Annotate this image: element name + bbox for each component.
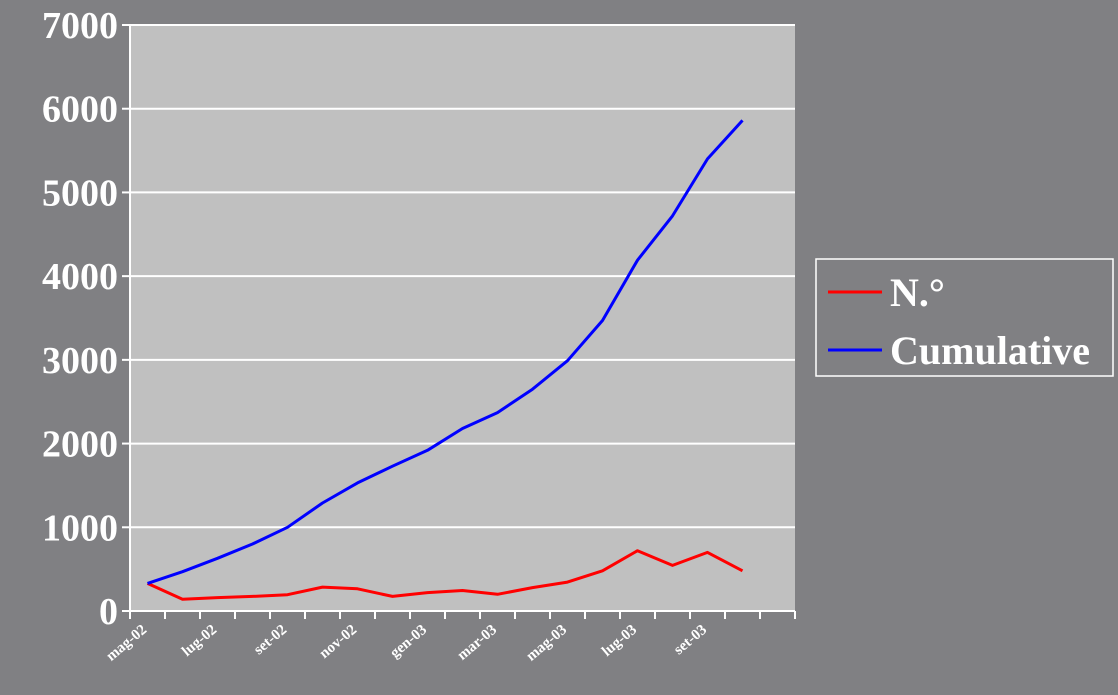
y-tick-label: 7000 <box>42 5 118 47</box>
x-tick-label: set-03 <box>671 622 710 658</box>
gridlines <box>130 24 795 529</box>
y-tick-label: 2000 <box>42 424 118 466</box>
x-tick-label: nov-02 <box>317 622 360 662</box>
series-line-n <box>146 549 744 601</box>
x-axis-ticks: mag-02 lug-02 set-02 nov-02 gen-03 mar-03 mag-… <box>103 611 796 665</box>
legend-label-n: N.° <box>890 270 945 315</box>
y-tick-label: 0 <box>99 591 118 633</box>
x-tick-label: mar-03 <box>454 622 500 664</box>
x-tick-label: lug-03 <box>599 622 640 660</box>
y-tick-label: 5000 <box>42 172 118 214</box>
x-tick-label: gen-03 <box>387 622 430 662</box>
plot-area <box>130 25 795 611</box>
x-tick-label: lug-02 <box>179 622 220 660</box>
y-tick-label: 3000 <box>42 340 118 382</box>
x-tick-label: mag-03 <box>523 622 570 665</box>
series-lines <box>146 119 744 601</box>
legend-label-cumulative: Cumulative <box>890 328 1090 373</box>
y-axis-ticks: 0 1000 2000 3000 4000 5000 6000 7000 <box>42 5 130 633</box>
y-tick-label: 1000 <box>42 507 118 549</box>
y-tick-label: 4000 <box>42 256 118 298</box>
x-tick-label: set-02 <box>251 622 290 658</box>
legend: N.° Cumulative <box>815 258 1114 377</box>
legend-box <box>815 258 1114 377</box>
series-line-cumulative <box>147 119 744 585</box>
y-tick-label: 6000 <box>42 89 118 131</box>
